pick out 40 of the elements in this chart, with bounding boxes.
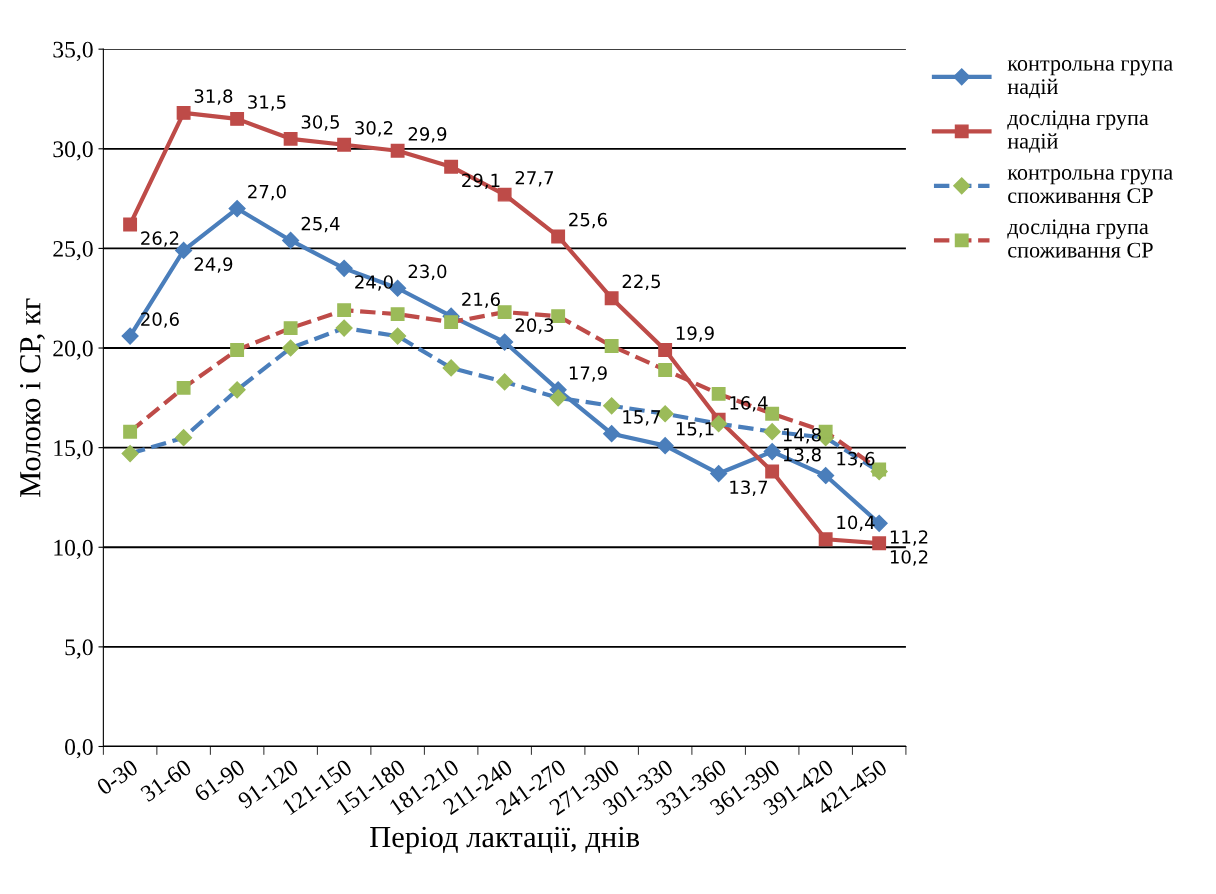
legend-label: контрольна група надій	[1007, 60, 1173, 99]
data-label: 30,2	[355, 121, 393, 137]
y-tick-label: 5,0	[65, 639, 93, 659]
data-label: 13,8	[783, 447, 821, 464]
y-tick-label: 35,0	[53, 41, 93, 61]
y-tick-label: 10,0	[54, 539, 93, 560]
data-label: 26,2	[141, 231, 179, 247]
data-label: 10,2	[890, 550, 928, 566]
y-tick-label: 25,0	[53, 240, 93, 261]
legend-label: дослідна група надій	[1007, 110, 1149, 153]
data-label: 24,9	[194, 257, 233, 273]
data-label: 23,0	[408, 264, 447, 281]
data-label: 25,4	[301, 216, 340, 233]
data-label: 31,8	[194, 89, 233, 105]
data-label: 15,7	[623, 410, 661, 426]
data-label: 27,0	[248, 184, 286, 201]
data-label: 19,9	[676, 326, 714, 342]
data-label: 20,6	[141, 312, 179, 328]
data-label: 15,1	[676, 422, 714, 438]
data-label: 25,6	[569, 212, 607, 229]
y-tick-label: 30,0	[53, 141, 93, 161]
data-label: 10,4	[837, 515, 875, 532]
data-label: 13,7	[730, 480, 768, 496]
legend-label: контрольна група споживання СР	[1007, 169, 1173, 204]
data-label: 30,5	[301, 115, 339, 131]
y-tick-label: 20,0	[53, 340, 93, 360]
y-axis-title: Молоко і СР, кг	[20, 298, 45, 498]
y-tick-label: 0,0	[65, 738, 93, 759]
data-label: 27,7	[515, 170, 554, 187]
y-tick-label: 15,0	[54, 440, 93, 460]
x-axis-title: Період лактації, днів	[370, 826, 640, 854]
data-label: 31,5	[248, 95, 286, 111]
data-label: 11,2	[890, 530, 928, 546]
data-label: 22,5	[622, 274, 660, 291]
x-tick-label: 0-30	[95, 758, 139, 796]
data-label: 29,9	[408, 127, 447, 143]
data-label: 20,3	[515, 318, 554, 334]
legend-label: дослідна група споживання СР	[1007, 219, 1153, 258]
data-label: 21,6	[462, 292, 500, 308]
data-label: 17,9	[569, 366, 607, 382]
